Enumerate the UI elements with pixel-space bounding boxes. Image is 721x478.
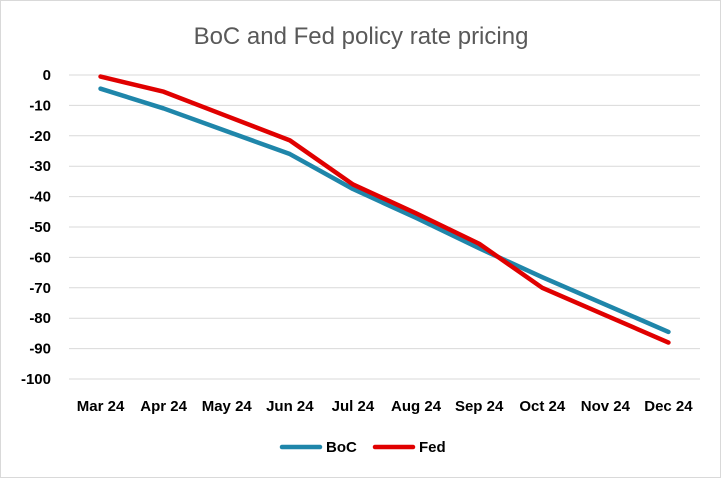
series-line (98, 86, 671, 335)
x-tick-label: Mar 24 (77, 398, 125, 415)
y-tick-label: -90 (29, 341, 51, 358)
series-line (98, 74, 671, 345)
y-tick-label: 0 (43, 67, 51, 84)
chart-title: BoC and Fed policy rate pricing (194, 23, 529, 50)
y-tick-label: -40 (29, 189, 51, 206)
x-tick-label: Jun 24 (266, 398, 314, 415)
series-lines (98, 74, 671, 345)
legend: BoC Fed (279, 439, 446, 456)
legend-item-boc: BoC (279, 439, 357, 456)
x-tick-label: Apr 24 (140, 398, 187, 415)
x-tick-label: Nov 24 (581, 398, 631, 415)
series-boc (98, 86, 671, 335)
y-tick-label: -80 (29, 310, 51, 327)
x-tick-label: Dec 24 (644, 398, 693, 415)
legend-item-fed: Fed (372, 439, 446, 456)
series-fed (98, 74, 671, 345)
x-tick-label: Jul 24 (332, 398, 375, 415)
y-axis-ticks: 0 -10 -20 -30 -40 -50 -60 -70 -80 -90 -100 (21, 67, 51, 388)
y-tick-label: -70 (29, 280, 51, 297)
x-tick-label: Oct 24 (519, 398, 566, 415)
x-tick-label: Sep 24 (455, 398, 504, 415)
legend-label: BoC (326, 439, 357, 456)
y-tick-label: -60 (29, 249, 51, 266)
gridlines (69, 74, 700, 380)
y-tick-label: -100 (21, 371, 51, 388)
x-tick-label: May 24 (202, 398, 253, 415)
y-tick-label: -10 (29, 97, 51, 114)
y-tick-label: -50 (29, 219, 51, 236)
y-tick-label: -30 (29, 158, 51, 175)
x-tick-label: Aug 24 (391, 398, 442, 415)
x-axis-ticks: Mar 24 Apr 24 May 24 Jun 24 Jul 24 Aug 24 Sep … (77, 398, 694, 415)
legend-label: Fed (419, 439, 446, 456)
y-tick-label: -20 (29, 128, 51, 145)
